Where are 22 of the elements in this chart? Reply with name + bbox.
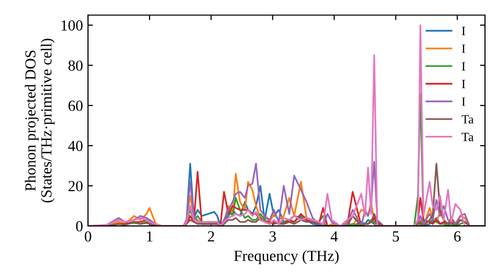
y-tick-label: 20 [68, 180, 83, 192]
x-axis-title: Frequency (THz) [234, 250, 339, 264]
y-axis-title: Phonon projected DOS (States/THz·primitive cell) [24, 38, 55, 202]
legend-label: Ta [462, 132, 474, 142]
legend-label: I [462, 98, 466, 106]
x-tick-label: 0 [84, 231, 92, 242]
y-tick-label: 0 [76, 221, 83, 232]
legend-label: I [462, 80, 466, 88]
legend-label: Ta [462, 115, 474, 124]
y-tick-label: 40 [68, 140, 83, 152]
x-tick-label: 2 [208, 231, 214, 242]
legend-label: I [462, 44, 466, 53]
x-tick-label: 6 [454, 231, 461, 242]
y-tick-label: 60 [68, 100, 83, 111]
x-tick-label: 4 [330, 231, 338, 242]
y-tick-label: 100 [62, 20, 83, 31]
x-tick-label: 3 [270, 231, 276, 242]
x-tick-label: 1 [147, 231, 152, 242]
x-tick-label: 5 [392, 231, 399, 242]
legend-label: I [462, 26, 466, 36]
y-tick-label: 80 [68, 60, 83, 71]
legend-label: I [462, 62, 466, 70]
